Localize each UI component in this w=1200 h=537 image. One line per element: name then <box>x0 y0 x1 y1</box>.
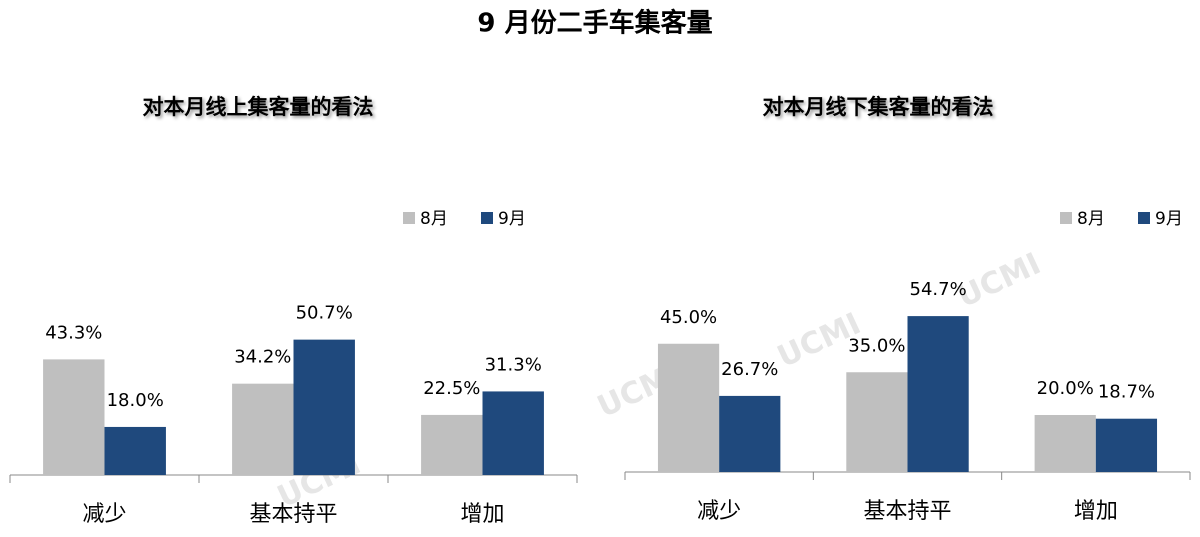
data-label: 31.3% <box>485 354 542 375</box>
x-tick-label: 增加 <box>1074 499 1118 524</box>
data-label: 18.0% <box>107 390 164 411</box>
bar <box>421 414 483 475</box>
x-tick-label: 增加 <box>460 502 504 527</box>
legend-label: 9月 <box>1155 209 1183 229</box>
bar <box>104 426 166 475</box>
legend-label: 8月 <box>1077 209 1105 229</box>
data-label: 34.2% <box>234 347 291 368</box>
data-label: 18.7% <box>1098 382 1155 403</box>
data-label: 43.3% <box>45 322 102 343</box>
bar <box>43 359 105 475</box>
legend-label: 8月 <box>420 209 448 229</box>
data-label: 20.0% <box>1037 378 1094 399</box>
x-tick-label: 减少 <box>82 502 126 527</box>
bar <box>293 339 355 475</box>
legend-swatch <box>481 212 493 224</box>
data-label: 26.7% <box>721 359 778 380</box>
x-tick-label: 基本持平 <box>863 499 951 524</box>
legend-swatch <box>1138 212 1150 224</box>
chart-title: 对本月线下集客量的看法 <box>763 95 994 119</box>
bar <box>846 372 908 472</box>
data-label: 54.7% <box>910 279 967 300</box>
data-label: 50.7% <box>296 303 353 324</box>
x-tick-label: 减少 <box>697 499 741 524</box>
legend-label: 9月 <box>498 209 526 229</box>
bar <box>232 383 294 475</box>
bar <box>719 395 781 472</box>
page-title: 9 月份二手车集客量 <box>477 8 712 39</box>
x-tick-label: 基本持平 <box>249 502 337 527</box>
chart-title: 对本月线上集客量的看法 <box>143 95 374 119</box>
legend-swatch <box>403 212 415 224</box>
data-label: 22.5% <box>423 378 480 399</box>
bar <box>1034 415 1096 472</box>
bar <box>482 391 544 475</box>
data-label: 35.0% <box>848 335 905 356</box>
legend-swatch <box>1060 212 1072 224</box>
data-label: 45.0% <box>660 307 717 328</box>
bar <box>657 343 720 472</box>
bar <box>907 316 969 472</box>
bar <box>1095 418 1158 472</box>
